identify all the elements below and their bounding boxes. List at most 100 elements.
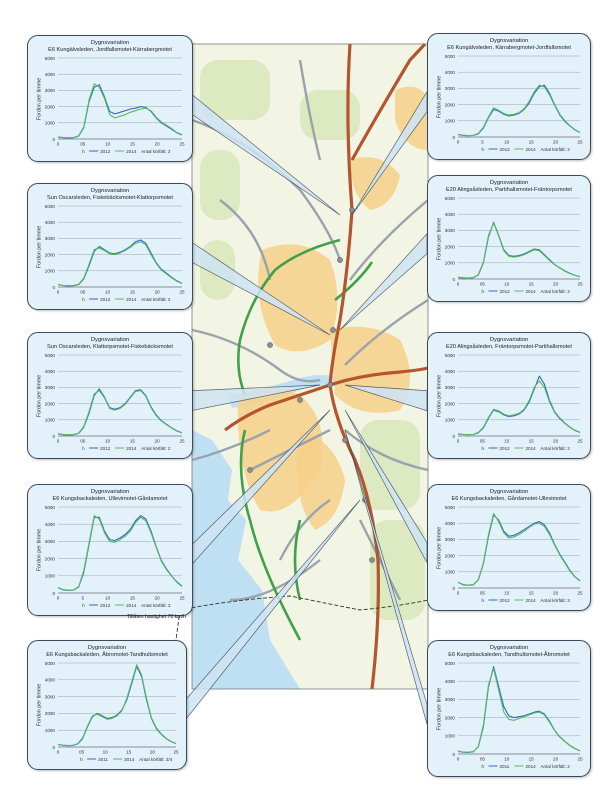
road-11 xyxy=(358,519,402,601)
sea-water xyxy=(192,430,300,689)
x-tick-label: 20 xyxy=(155,290,161,295)
y-tick-label: 1000 xyxy=(45,269,56,274)
x-tick-label: 10 xyxy=(504,439,510,444)
y-tick-label: 2000 xyxy=(445,244,456,249)
x-tick-label: 15 xyxy=(529,439,535,444)
chart-plot: 0 1000 2000 3000 4000 5000 0 05 10 15 20 25 h 2012 201… xyxy=(45,204,185,302)
x-tick-label: 05 xyxy=(480,282,486,287)
y-tick-label: 3000 xyxy=(45,539,56,544)
x-tick-label: 05 xyxy=(480,439,486,444)
y-tick-label: 0 xyxy=(52,745,55,750)
y-tick-label: 0 xyxy=(52,591,55,596)
chart-title-line: Dygnsvariation xyxy=(90,188,130,194)
road-8 xyxy=(298,59,322,161)
urban-area-3 xyxy=(297,430,345,530)
junction-marker-0 xyxy=(337,257,343,263)
series-line-2014 xyxy=(457,380,581,436)
lane-count: Antal körfält: 2 xyxy=(540,764,570,769)
y-tick-label: 0 xyxy=(452,586,455,591)
lane-count: Antal körfält: 2 xyxy=(540,147,570,152)
x-tick-label: 0 xyxy=(57,750,60,755)
chart-panel-2: Dygnsvariation E6 Kungälvsleden, Kärraber… xyxy=(427,33,591,160)
junction-marker-8 xyxy=(247,467,253,473)
x-tick-label: 20 xyxy=(553,282,559,287)
x-tick-label: 20 xyxy=(155,596,161,601)
x-tick-label: 05 xyxy=(80,142,86,147)
y-axis-label: Fordon per timme xyxy=(435,526,442,569)
y-tick-label: 4000 xyxy=(445,70,456,75)
y-tick-label: 4000 xyxy=(445,521,456,526)
x-tick-label: 20 xyxy=(155,142,161,147)
x-tick-label: 25 xyxy=(173,750,179,755)
y-tick-label: 0 xyxy=(452,752,455,757)
x-tick-label: 10 xyxy=(504,282,510,287)
y-axis-label: Fordon per timme xyxy=(435,687,442,730)
legend-label: 2011 xyxy=(98,757,108,762)
chart-panel-10: Dygnsvariation E6 Kungsbackaleden, Tandhu… xyxy=(427,640,591,777)
legend-label: 2011 xyxy=(499,764,509,769)
y-tick-label: 1000 xyxy=(45,728,56,733)
junction-marker-9 xyxy=(267,342,273,348)
urban-area-0 xyxy=(258,244,338,352)
x-tick-label: 25 xyxy=(179,290,185,295)
y-tick-label: 1000 xyxy=(45,418,56,423)
forest-area-2 xyxy=(200,150,240,220)
speed-limit-note: Tillåten hastighet 70 km/h xyxy=(127,614,186,620)
y-axis-label: Fordon per timme xyxy=(35,77,42,120)
lane-count: Antal körfält: 2 xyxy=(141,149,171,154)
chart-title-line: Dygnsvariation xyxy=(489,38,529,44)
x-tick-label: 25 xyxy=(577,439,583,444)
series-line-2012 xyxy=(57,388,183,436)
y-tick-label: 1000 xyxy=(445,570,456,575)
series-line-2012 xyxy=(457,84,581,137)
chart-subtitle-line: Sun Oscarsleden, Klattorpsmotet-Fiskebäc… xyxy=(47,343,173,350)
chart-plot: 0 1000 2000 3000 4000 5000 0 05 10 15 20 25 h 2012 201… xyxy=(445,505,583,603)
junction-marker-4 xyxy=(297,397,303,403)
x-tick-label: 10 xyxy=(105,142,111,147)
y-tick-label: 1000 xyxy=(445,734,456,739)
y-axis-label: Fordon per timme xyxy=(435,217,442,260)
x-tick-label: 20 xyxy=(155,439,161,444)
green-route-1 xyxy=(334,261,374,302)
road-10 xyxy=(191,428,271,462)
legend-label: 2012 xyxy=(499,147,510,152)
x-tick-label: 20 xyxy=(553,591,559,596)
chart-legend: h 2012 2014 Antal körfält: 2 xyxy=(481,289,570,294)
chart-panel-8: Dygnsvariation E6 Kungsbackaleden, Gårdam… xyxy=(427,484,591,611)
y-tick-label: 5000 xyxy=(45,204,56,209)
chart-title-line: Dygnsvariation xyxy=(90,40,130,46)
forest-area-0 xyxy=(200,60,270,120)
chart-subtitle-line: E6 Kungsbackaleden, Åbromotet-Tandhultsm… xyxy=(46,651,168,658)
x-tick-label: 15 xyxy=(126,750,132,755)
x-tick-label: 10 xyxy=(504,140,510,145)
chart-title: Dygnsvariation E6 Kungsbackaleden, Tandhu… xyxy=(428,645,590,658)
chart-title: Dygnsvariation Sun Oscarsleden, Klattorps… xyxy=(28,337,192,350)
chart-subtitle-line: E20 Alingsåsleden, Partihallsmotet-Fränt… xyxy=(446,186,572,193)
series-line-2014 xyxy=(57,664,177,747)
chart-panel-1: Dygnsvariation E6 Kungälvsleden, Jordfall… xyxy=(27,35,193,162)
chart-panel-4: Dygnsvariation E20 Alingsåsleden, Partiha… xyxy=(427,175,591,302)
series-line-2012 xyxy=(57,515,183,591)
y-tick-label: 3000 xyxy=(445,537,456,542)
y-tick-label: 2000 xyxy=(45,711,56,716)
y-tick-label: 3000 xyxy=(45,236,56,241)
legend-label: 2012 xyxy=(499,446,510,451)
lane-count: Antal körfält: 2 xyxy=(540,289,570,294)
chart-legend: h 2011 2014 Antal körfält: 2 xyxy=(481,764,570,769)
chart-title: Dygnsvariation E6 Kungälvsleden, Kärraber… xyxy=(428,38,590,51)
y-axis-label: Fordon per timme xyxy=(35,528,42,572)
lane-count: Antal körfält: 2 xyxy=(540,446,570,451)
junction-marker-2 xyxy=(327,382,333,388)
y-tick-label: 3000 xyxy=(45,385,56,390)
x-tick-label: 25 xyxy=(179,439,185,444)
chart-legend: h 2011 2014 Antal körfält: 2/4 xyxy=(80,757,173,762)
y-tick-label: 4000 xyxy=(445,369,456,374)
forest-area-4 xyxy=(370,520,425,620)
y-tick-label: 5000 xyxy=(445,661,456,666)
legend-unit: h xyxy=(481,446,484,451)
chart-title: Dygnsvariation E20 Alingsåsleden, Fräntor… xyxy=(428,337,590,350)
chart-legend: h 2012 2014 Antal körfält: 2 xyxy=(481,147,570,152)
x-tick-label: 25 xyxy=(179,142,185,147)
x-tick-label: 0 xyxy=(57,290,60,295)
